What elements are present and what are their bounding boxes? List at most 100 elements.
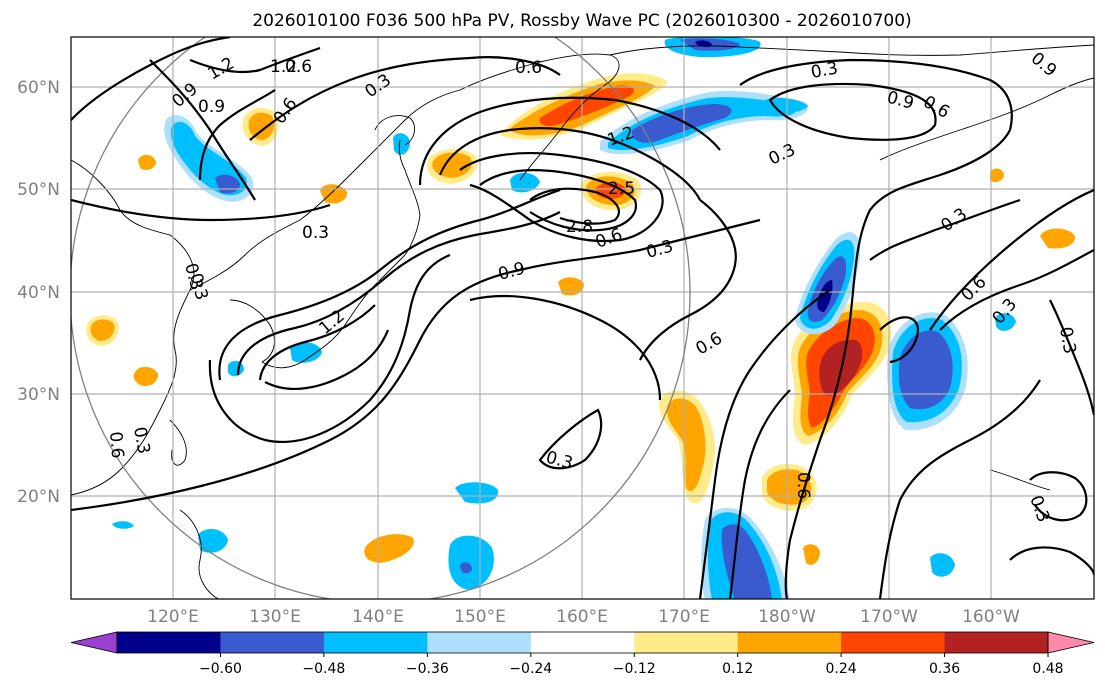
pv-contour [208,253,451,443]
anomaly-blob [90,319,115,341]
anomaly-blob [803,544,820,565]
colorbar-frame [116,631,1049,654]
anomaly-blob [460,562,472,574]
coastline [71,159,195,496]
colorbar-segment [117,632,221,653]
coastline [179,509,220,599]
lon-label: 170°W [860,607,918,627]
anomaly-blob [995,313,1016,331]
pv-contour [264,329,390,390]
anomaly-blob [133,366,158,386]
contour-label: 0.6 [285,57,312,77]
coastlines [71,44,1094,599]
pv-contour [71,198,331,222]
longitude-labels: 120°E 130°E 140°E 150°E 160°E 170°E 180°… [147,607,1020,627]
colorbar-segment [530,632,635,653]
colorbar-label: 0.12 [722,661,753,677]
colorbar-extend-low [70,631,118,654]
pv-contour [469,294,662,401]
pv-contour [784,319,852,599]
lat-label: 20°N [17,487,60,507]
map-panel: 1.2 0.6 0.3 0.9 1.2 0.6 0.3 0.9 0.6 0.3 … [71,37,1094,599]
lat-label: 30°N [17,385,60,405]
pv-contour [939,249,1094,331]
coastline [879,77,1094,161]
pv-contour [149,59,256,201]
lon-label: 150°E [454,607,506,627]
lon-label: 180°W [758,607,816,627]
pv-contour [869,198,1021,261]
coastline [229,299,275,363]
pv-contour [878,379,1041,599]
pv-contour [529,187,620,225]
anomaly-blob [721,524,772,599]
contour-label: 0.6 [105,431,127,460]
anomaly-blob [112,521,134,529]
colorbar-segment [944,632,1049,653]
anomaly-blob [1040,228,1076,249]
anomaly-blob [898,330,953,410]
pv-contour [479,169,638,232]
anomaly-blob [817,280,833,312]
pv-contour [459,152,664,243]
contour-label: 1.2 [270,57,297,77]
anomaly-blob [667,398,706,492]
colorbar-label: −0.12 [613,661,656,677]
anomaly-blob [364,534,414,563]
colorbar-segment [841,632,946,653]
colorbar-label: 0.48 [1032,661,1063,677]
pv-contour [469,56,561,76]
anomaly-blob [290,342,322,363]
pv-contour [639,199,737,361]
colorbar-segment [427,632,532,653]
pv-contour [438,127,701,201]
pv-contour [236,211,561,376]
pv-contour [418,96,721,186]
lat-label: 60°N [17,78,60,98]
reference-circle [71,37,691,599]
anomaly-blob [248,112,275,140]
latitude-labels: 60°N 50°N 40°N 30°N 20°N [17,78,60,507]
contour-label: 0.3 [302,223,329,243]
pv-contour [879,316,920,364]
pv-contour [929,188,1094,331]
pv-contour [768,82,937,141]
pv-contours [71,37,1094,599]
anomaly-blob [393,133,410,155]
anomaly-blob [631,104,732,143]
anomaly-blob [990,168,1004,183]
pv-contour [258,304,376,381]
anomaly-blob [558,277,584,296]
anomaly-blob [539,85,635,126]
pv-contour [71,218,761,512]
coastline [261,254,406,369]
colorbar-segment [220,632,325,653]
coastline [989,469,1051,491]
lat-label: 40°N [17,283,60,303]
negative-anomalies [112,37,1016,599]
pv-contour [189,46,321,74]
pv-contour [198,89,276,181]
pv-contour [698,289,831,599]
colorbar-label: −0.48 [302,661,345,677]
lon-label: 140°E [352,607,404,627]
map-frame [70,36,1095,600]
coastline [374,115,416,146]
figure-title: 2026010100 F036 500 hPa PV, Rossby Wave … [252,11,911,31]
pv-contour [71,37,231,121]
colorbar-extend-high [1047,631,1095,654]
lon-label: 130°E [249,607,301,627]
lon-label: 160°E [556,607,608,627]
colorbar-label: −0.24 [509,661,552,677]
colorbar-segment [737,632,842,653]
colorbar-label: 0.24 [826,661,857,677]
pv-contour [218,188,561,381]
anomaly-blob [138,154,156,170]
colorbar-label: 0.36 [929,661,960,677]
coastline [398,139,421,256]
lat-label: 50°N [17,180,60,200]
colorbar-label: −0.60 [199,661,242,677]
coastline [459,53,620,181]
pv-contour [848,129,1011,321]
